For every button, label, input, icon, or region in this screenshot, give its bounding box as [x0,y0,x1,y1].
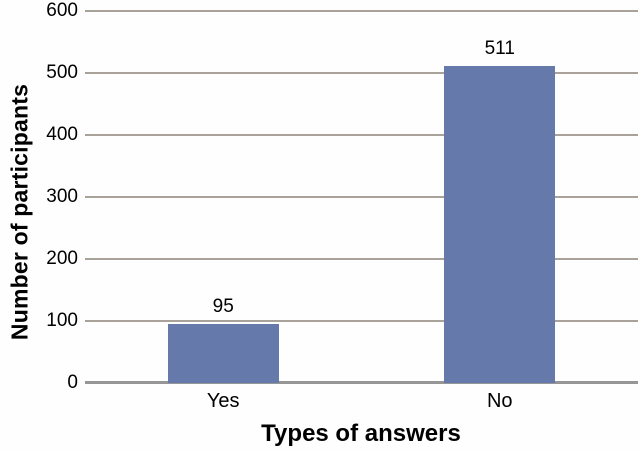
gridline [85,72,638,74]
bar-value-label: 95 [212,296,234,317]
bar-no [444,66,556,383]
bar-yes [167,324,279,383]
plot-area: 95 511 [85,10,638,384]
x-axis-line [85,381,638,384]
x-tick-label-yes: Yes [206,390,240,412]
gridline [85,196,638,198]
gridline [85,320,638,322]
y-tick-label: 200 [46,248,78,269]
gridline [85,10,638,12]
y-axis-title: Number of participants [6,83,33,341]
x-axis-title: Types of answers [261,420,461,447]
y-tick-label: 500 [46,62,78,83]
y-tick-label: 100 [46,310,78,331]
gridline [85,258,638,260]
y-tick-label: 400 [46,124,78,145]
gridline [85,134,638,136]
y-tick-label: 300 [46,186,78,207]
x-tick-label-no: No [486,390,513,412]
y-tick-label: 0 [67,372,78,393]
bar-value-label: 511 [484,38,515,59]
y-tick-label: 600 [46,0,78,21]
